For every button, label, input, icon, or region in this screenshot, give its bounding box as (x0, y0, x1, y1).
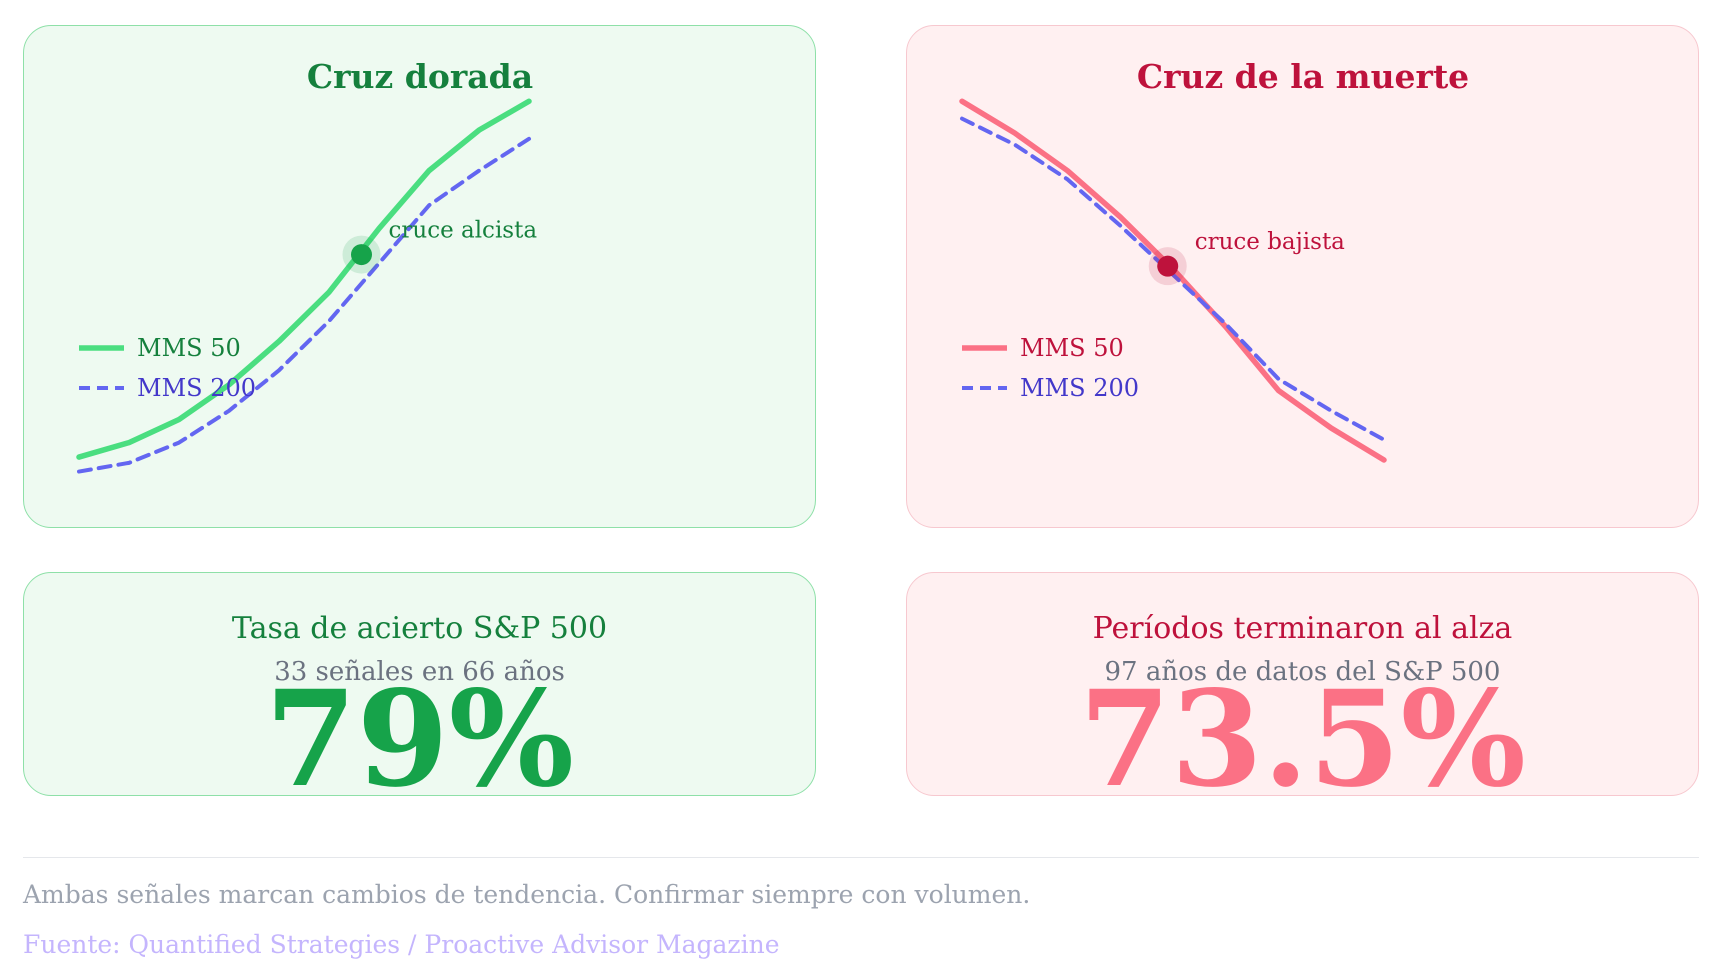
death-cross-card: Cruz de la muerte cruce bajista MMS 50 MMS … (906, 25, 1699, 528)
footer-divider (23, 857, 1699, 858)
cross-point (1157, 255, 1179, 277)
legend-label-mms200: MMS 200 (1020, 374, 1139, 402)
golden-stat-subtitle: 33 señales en 66 años (274, 657, 565, 687)
legend-label-mms50: MMS 50 (1020, 334, 1124, 362)
death-stat-subtitle: 97 años de datos del S&P 500 (1104, 657, 1501, 687)
death-stat-card: Períodos terminaron al alza 97 años de d… (906, 572, 1699, 796)
golden-stat-card: Tasa de acierto S&P 500 33 señales en 66… (23, 572, 816, 796)
golden-cross-card: Cruz dorada cruce alcista MMS 50 MMS 200 (23, 25, 816, 528)
legend-label-mms200: MMS 200 (137, 374, 256, 402)
chart-title: Cruz de la muerte (1137, 57, 1469, 96)
death-stat-value: 73.5% (1079, 662, 1526, 796)
legend-label-mms50: MMS 50 (137, 334, 241, 362)
chart-title: Cruz dorada (307, 57, 533, 96)
golden-stat-value: 79% (264, 662, 575, 796)
series-line-mms50 (76, 98, 532, 460)
death-stat-title: Períodos terminaron al alza (1092, 611, 1513, 646)
death-cross-chart: Cruz de la muerte cruce bajista MMS 50 MMS … (959, 57, 1469, 463)
footnote: Ambas señales marcan cambios de tendenci… (23, 880, 1031, 909)
golden-stat-title: Tasa de acierto S&P 500 (231, 611, 608, 646)
cross-label: cruce alcista (389, 218, 538, 244)
source-note: Fuente: Quantified Strategies / Proactiv… (23, 930, 780, 959)
series-line-mms200 (77, 136, 531, 474)
cross-label: cruce bajista (1195, 229, 1345, 255)
golden-cross-chart: Cruz dorada cruce alcista MMS 50 MMS 200 (76, 57, 538, 474)
cross-point (351, 244, 372, 266)
